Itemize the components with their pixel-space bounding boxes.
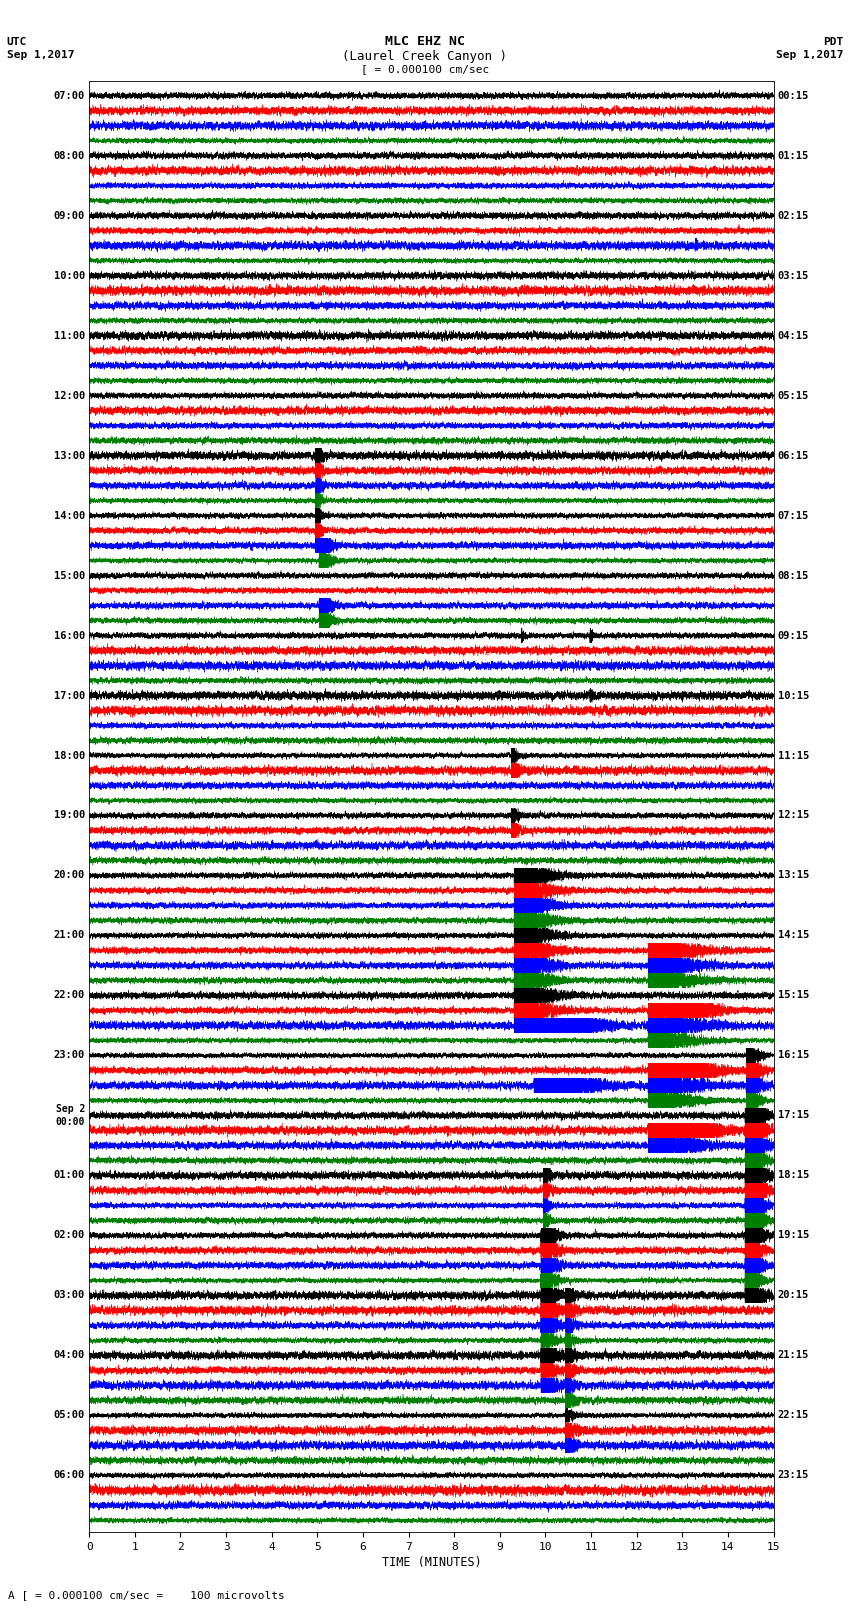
Text: 22:00: 22:00 [54, 990, 85, 1000]
Text: 10:00: 10:00 [54, 271, 85, 281]
Text: A [ = 0.000100 cm/sec =    100 microvolts: A [ = 0.000100 cm/sec = 100 microvolts [8, 1590, 286, 1600]
Text: 12:15: 12:15 [778, 810, 809, 821]
Text: 17:15: 17:15 [778, 1110, 809, 1121]
Text: PDT: PDT [823, 37, 843, 47]
Text: Sep 1,2017: Sep 1,2017 [776, 50, 843, 60]
Text: Sep 2
00:00: Sep 2 00:00 [56, 1105, 85, 1126]
Text: 03:00: 03:00 [54, 1290, 85, 1300]
Text: 02:15: 02:15 [778, 211, 809, 221]
Text: 14:15: 14:15 [778, 931, 809, 940]
Text: 01:00: 01:00 [54, 1171, 85, 1181]
Text: 13:00: 13:00 [54, 450, 85, 461]
Text: 23:15: 23:15 [778, 1471, 809, 1481]
Text: 18:15: 18:15 [778, 1171, 809, 1181]
Text: 19:15: 19:15 [778, 1231, 809, 1240]
Text: 15:00: 15:00 [54, 571, 85, 581]
Text: 21:00: 21:00 [54, 931, 85, 940]
Text: 11:15: 11:15 [778, 750, 809, 760]
Text: 15:15: 15:15 [778, 990, 809, 1000]
Text: 16:15: 16:15 [778, 1050, 809, 1060]
Text: 06:15: 06:15 [778, 450, 809, 461]
Text: 22:15: 22:15 [778, 1410, 809, 1421]
Text: (Laurel Creek Canyon ): (Laurel Creek Canyon ) [343, 50, 507, 63]
Text: 07:00: 07:00 [54, 90, 85, 100]
Text: 04:15: 04:15 [778, 331, 809, 340]
Text: 03:15: 03:15 [778, 271, 809, 281]
Text: 04:00: 04:00 [54, 1350, 85, 1360]
Text: 11:00: 11:00 [54, 331, 85, 340]
Text: 13:15: 13:15 [778, 871, 809, 881]
Text: 18:00: 18:00 [54, 750, 85, 760]
Text: 06:00: 06:00 [54, 1471, 85, 1481]
Text: 20:15: 20:15 [778, 1290, 809, 1300]
Text: 20:00: 20:00 [54, 871, 85, 881]
Text: UTC: UTC [7, 37, 27, 47]
Text: 05:15: 05:15 [778, 390, 809, 400]
Text: 19:00: 19:00 [54, 810, 85, 821]
Text: 08:00: 08:00 [54, 150, 85, 161]
Text: [ = 0.000100 cm/sec: [ = 0.000100 cm/sec [361, 65, 489, 74]
Text: 16:00: 16:00 [54, 631, 85, 640]
Text: 17:00: 17:00 [54, 690, 85, 700]
Text: 21:15: 21:15 [778, 1350, 809, 1360]
Text: 09:15: 09:15 [778, 631, 809, 640]
Text: 10:15: 10:15 [778, 690, 809, 700]
Text: 09:00: 09:00 [54, 211, 85, 221]
Text: 12:00: 12:00 [54, 390, 85, 400]
X-axis label: TIME (MINUTES): TIME (MINUTES) [382, 1557, 481, 1569]
Text: 05:00: 05:00 [54, 1410, 85, 1421]
Text: 07:15: 07:15 [778, 511, 809, 521]
Text: Sep 1,2017: Sep 1,2017 [7, 50, 74, 60]
Text: 08:15: 08:15 [778, 571, 809, 581]
Text: 00:15: 00:15 [778, 90, 809, 100]
Text: 01:15: 01:15 [778, 150, 809, 161]
Text: 02:00: 02:00 [54, 1231, 85, 1240]
Text: 14:00: 14:00 [54, 511, 85, 521]
Text: 23:00: 23:00 [54, 1050, 85, 1060]
Text: MLC EHZ NC: MLC EHZ NC [385, 35, 465, 48]
